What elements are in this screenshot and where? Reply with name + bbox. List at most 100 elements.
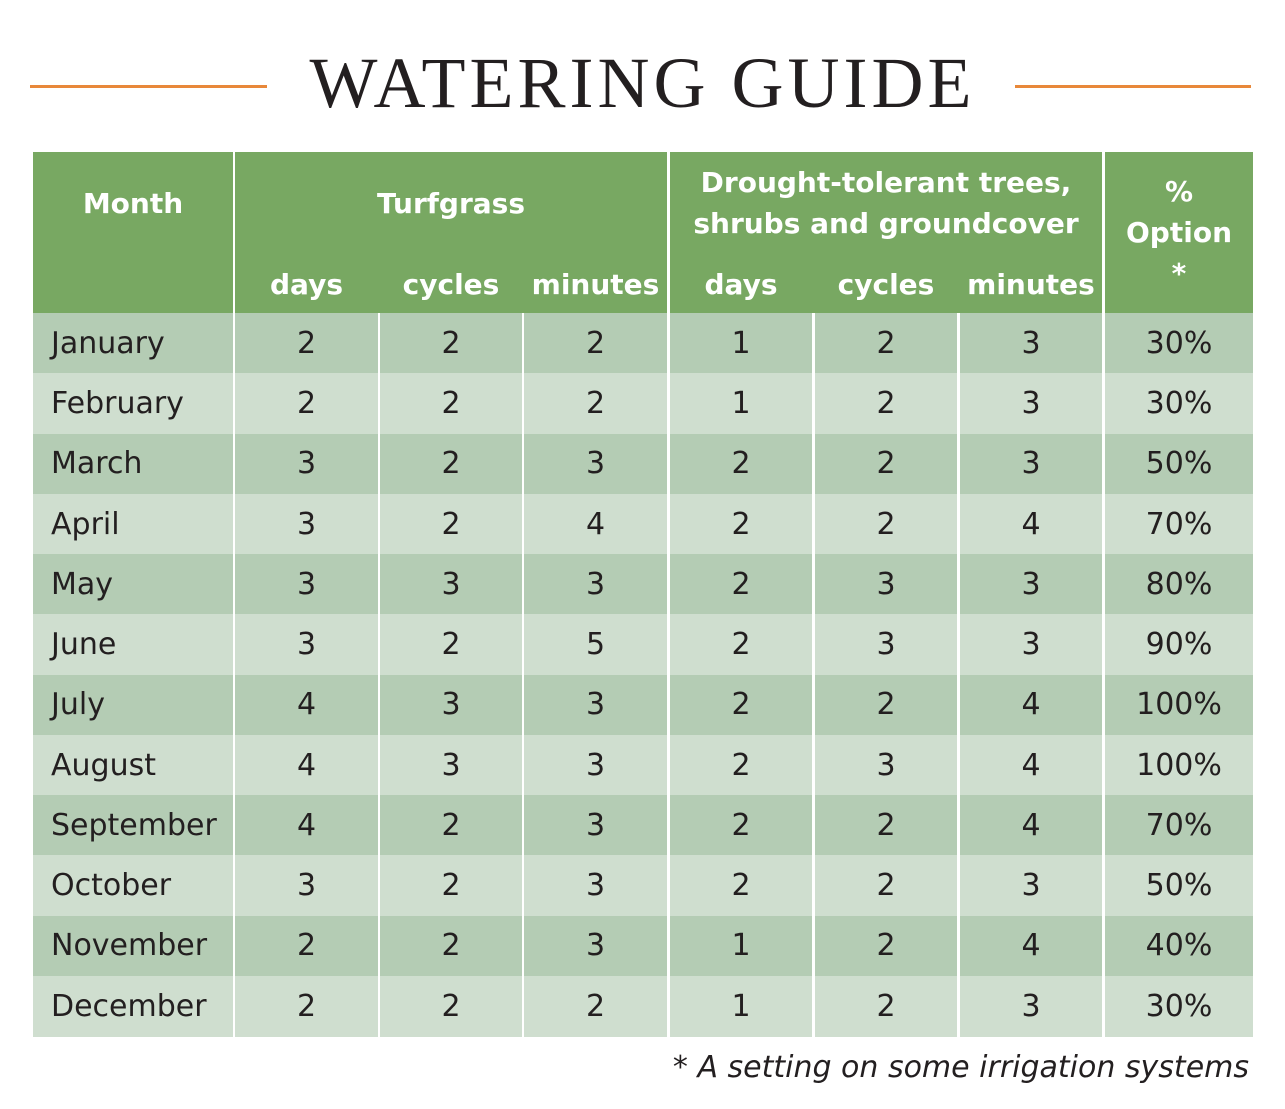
value-cell: 3 — [960, 975, 1102, 1037]
value-cell: 2 — [815, 674, 957, 736]
month-cell: February — [33, 373, 233, 434]
value-cell: 100% — [1105, 674, 1253, 736]
value-cell: 4 — [960, 795, 1102, 856]
percent-header: * — [1171, 257, 1187, 290]
sub-header: days — [704, 268, 778, 301]
value-cell: 2 — [380, 915, 522, 977]
value-cell: 3 — [524, 734, 667, 796]
value-cell: 1 — [670, 373, 812, 434]
value-cell: 4 — [960, 915, 1102, 977]
title-rule — [30, 85, 267, 88]
value-cell: 2 — [380, 855, 522, 916]
value-cell: 3 — [960, 373, 1102, 434]
month-header: Month — [82, 187, 184, 220]
value-cell: 2 — [380, 433, 522, 495]
value-cell: 2 — [524, 313, 667, 374]
group-header: Turfgrass — [376, 187, 526, 220]
value-cell: 2 — [380, 795, 522, 856]
value-cell: 2 — [670, 614, 812, 675]
value-cell: 3 — [960, 614, 1102, 675]
month-cell: April — [33, 493, 233, 555]
value-cell: 2 — [670, 734, 812, 796]
value-cell: 3 — [815, 734, 957, 796]
footnote: * A setting on some irrigation systems — [672, 1050, 1249, 1085]
value-cell: 3 — [380, 674, 522, 736]
value-cell: 90% — [1105, 614, 1253, 675]
value-cell: 3 — [235, 554, 378, 615]
month-cell: November — [33, 915, 233, 977]
value-cell: 3 — [524, 855, 667, 916]
value-cell: 3 — [960, 433, 1102, 495]
sub-header: cycles — [402, 268, 500, 301]
month-cell: September — [33, 795, 233, 856]
month-cell: July — [33, 674, 233, 736]
value-cell: 30% — [1105, 373, 1253, 434]
month-cell: December — [33, 975, 233, 1037]
value-cell: 2 — [815, 795, 957, 856]
value-cell: 2 — [235, 975, 378, 1037]
value-cell: 1 — [670, 313, 812, 374]
value-cell: 4 — [235, 734, 378, 796]
value-cell: 3 — [235, 433, 378, 495]
value-cell: 2 — [524, 975, 667, 1037]
value-cell: 1 — [670, 915, 812, 977]
value-cell: 2 — [380, 975, 522, 1037]
title-rule — [1015, 85, 1251, 88]
value-cell: 2 — [670, 795, 812, 856]
value-cell: 4 — [960, 734, 1102, 796]
percent-header: % — [1164, 175, 1194, 208]
value-cell: 2 — [815, 975, 957, 1037]
value-cell: 2 — [670, 855, 812, 916]
value-cell: 3 — [960, 554, 1102, 615]
value-cell: 4 — [960, 674, 1102, 736]
value-cell: 3 — [380, 554, 522, 615]
value-cell: 2 — [235, 915, 378, 977]
value-cell: 2 — [815, 855, 957, 916]
percent-header-cell — [1105, 152, 1253, 313]
value-cell: 4 — [524, 493, 667, 555]
value-cell: 4 — [235, 795, 378, 856]
sub-header: minutes — [967, 268, 1095, 301]
value-cell: 2 — [670, 554, 812, 615]
value-cell: 2 — [670, 493, 812, 555]
value-cell: 3 — [380, 734, 522, 796]
month-cell: August — [33, 734, 233, 796]
value-cell: 2 — [815, 493, 957, 555]
month-cell: May — [33, 554, 233, 615]
sub-header: days — [270, 268, 343, 301]
value-cell: 2 — [815, 915, 957, 977]
value-cell: 3 — [524, 674, 667, 736]
value-cell: 2 — [235, 313, 378, 374]
value-cell: 30% — [1105, 975, 1253, 1037]
value-cell: 50% — [1105, 855, 1253, 916]
value-cell: 2 — [815, 373, 957, 434]
value-cell: 2 — [380, 373, 522, 434]
value-cell: 3 — [815, 554, 957, 615]
group-header: shrubs and groundcover — [693, 207, 1079, 240]
value-cell: 2 — [815, 433, 957, 495]
value-cell: 2 — [380, 313, 522, 374]
group-header-cell — [670, 152, 1102, 313]
month-header-cell — [33, 152, 233, 313]
month-cell: March — [33, 433, 233, 495]
sub-header: cycles — [837, 268, 935, 301]
value-cell: 2 — [380, 614, 522, 675]
title: WATERING GUIDE — [309, 43, 976, 123]
value-cell: 3 — [235, 614, 378, 675]
value-cell: 3 — [815, 614, 957, 675]
value-cell: 1 — [670, 975, 812, 1037]
value-cell: 50% — [1105, 433, 1253, 495]
value-cell: 2 — [815, 313, 957, 374]
value-cell: 5 — [524, 614, 667, 675]
value-cell: 2 — [235, 373, 378, 434]
value-cell: 3 — [235, 493, 378, 555]
value-cell: 4 — [960, 493, 1102, 555]
value-cell: 3 — [524, 554, 667, 615]
value-cell: 2 — [670, 433, 812, 495]
value-cell: 3 — [960, 855, 1102, 916]
value-cell: 3 — [524, 433, 667, 495]
month-cell: June — [33, 614, 233, 675]
value-cell: 70% — [1105, 795, 1253, 856]
value-cell: 3 — [524, 795, 667, 856]
